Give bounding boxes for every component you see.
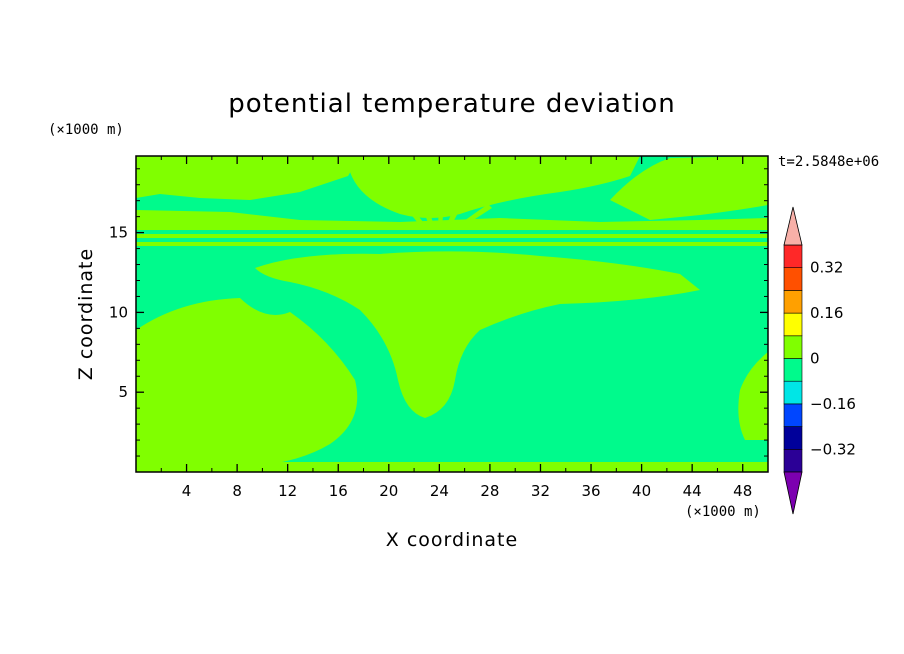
x-axis-label: X coordinate bbox=[386, 529, 518, 551]
y-tick-label: 15 bbox=[109, 224, 128, 242]
region-upper-left bbox=[136, 156, 360, 200]
time-label: t=2.5848e+06 bbox=[778, 154, 879, 170]
y-axis: 5 10 15 bbox=[109, 168, 768, 457]
colorbar-swatch bbox=[783, 290, 803, 314]
x-tick-label: 16 bbox=[329, 482, 348, 500]
region-thin-layer-2 bbox=[136, 242, 768, 246]
x-tick-label: 44 bbox=[683, 482, 702, 500]
colorbar-label: −0.16 bbox=[810, 395, 856, 413]
colorbar-label: 0.32 bbox=[810, 259, 843, 277]
region-upper-right bbox=[610, 156, 768, 220]
y-axis-label: Z coordinate bbox=[75, 248, 97, 380]
region-blob-2 bbox=[560, 284, 615, 294]
y-unit-label: (×1000 m) bbox=[48, 122, 124, 138]
colorbar-swatch bbox=[783, 380, 803, 405]
colorbar-swatch bbox=[783, 312, 803, 337]
x-tick-label: 24 bbox=[430, 482, 449, 500]
plot-frame bbox=[135, 155, 769, 473]
region-left-dome bbox=[136, 298, 358, 466]
region-bottom-strip bbox=[136, 462, 768, 472]
colorbar-under-triangle bbox=[783, 471, 803, 515]
x-tick-label: 8 bbox=[232, 482, 242, 500]
x-tick-label: 40 bbox=[632, 482, 651, 500]
colorbar: −0.32 −0.16 0 0.16 0.32 bbox=[783, 206, 856, 515]
colorbar-swatch bbox=[783, 267, 803, 291]
ray-2 bbox=[438, 186, 446, 226]
x-tick-label: 4 bbox=[182, 482, 192, 500]
y-tick-label: 10 bbox=[109, 303, 128, 321]
colorbar-swatch bbox=[783, 244, 803, 269]
ray-5 bbox=[396, 194, 426, 228]
colorbar-swatch bbox=[783, 426, 803, 450]
ray-4 bbox=[454, 204, 492, 230]
ray-1 bbox=[412, 180, 434, 228]
x-unit-label: (×1000 m) bbox=[685, 504, 761, 520]
colorbar-label: 0 bbox=[810, 350, 820, 368]
chart-title: potential temperature deviation bbox=[228, 89, 675, 119]
region-thin-layer-1 bbox=[136, 234, 768, 238]
region-blob-1 bbox=[460, 280, 530, 292]
region-right-edge bbox=[738, 352, 768, 440]
colorbar-label: −0.32 bbox=[810, 440, 856, 458]
colorbar-swatch bbox=[783, 358, 803, 382]
x-tick-label: 48 bbox=[733, 482, 752, 500]
y-tick-label: 5 bbox=[118, 383, 128, 401]
colorbar-swatch bbox=[783, 335, 803, 359]
x-axis: 4 8 12 16 20 24 28 32 36 40 44 48 bbox=[160, 156, 769, 500]
x-tick-label: 36 bbox=[581, 482, 600, 500]
x-tick-label: 12 bbox=[278, 482, 297, 500]
region-central-plume bbox=[255, 251, 700, 418]
contour-field bbox=[136, 156, 768, 472]
colorbar-swatch bbox=[783, 403, 803, 427]
x-tick-label: 20 bbox=[379, 482, 398, 500]
ray-3 bbox=[446, 190, 468, 228]
colorbar-swatch bbox=[783, 448, 803, 473]
x-tick-label: 32 bbox=[531, 482, 550, 500]
x-tick-label: 28 bbox=[480, 482, 499, 500]
colorbar-label: 0.16 bbox=[810, 304, 843, 322]
colorbar-over-triangle bbox=[783, 206, 803, 246]
